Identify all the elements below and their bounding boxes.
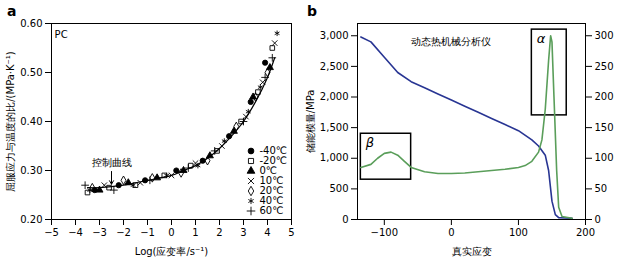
svg-text:0: 0 (168, 227, 174, 238)
svg-text:储能模量/MPa: 储能模量/MPa (305, 90, 316, 154)
svg-text:Log(应变率/s⁻¹): Log(应变率/s⁻¹) (135, 246, 209, 257)
svg-text:2,000: 2,000 (320, 91, 349, 102)
svg-text:1,500: 1,500 (320, 122, 349, 133)
html-text:0℃: 0℃ (259, 165, 277, 176)
svg-text:真实应变: 真实应变 (452, 246, 492, 257)
svg-text:控制曲线: 控制曲线 (92, 157, 132, 168)
html-text:40℃: 40℃ (259, 195, 284, 206)
svg-text:α: α (537, 31, 546, 46)
svg-text:−2: −2 (116, 227, 131, 238)
svg-text:−100: −100 (371, 227, 398, 238)
svg-text:0.30: 0.30 (20, 165, 42, 176)
svg-text:1,000: 1,000 (320, 152, 349, 163)
svg-text:4: 4 (264, 227, 270, 238)
svg-text:250: 250 (595, 61, 614, 72)
svg-text:200: 200 (595, 91, 614, 102)
svg-text:1: 1 (192, 227, 198, 238)
svg-text:PC: PC (55, 29, 68, 40)
svg-text:0: 0 (595, 214, 601, 225)
html-text:a: a (7, 3, 17, 19)
svg-text:0: 0 (342, 214, 348, 225)
svg-text:动态热机械分析仪: 动态热机械分析仪 (411, 36, 491, 47)
svg-text:−5: −5 (44, 227, 59, 238)
svg-text:0.50: 0.50 (20, 67, 42, 78)
svg-text:500: 500 (329, 183, 348, 194)
html-text:-20℃: -20℃ (259, 155, 287, 166)
html-text:10℃: 10℃ (259, 175, 284, 186)
html-text:b: b (307, 3, 317, 19)
svg-text:0.20: 0.20 (20, 214, 42, 225)
svg-text:2,500: 2,500 (320, 61, 349, 72)
svg-text:300: 300 (595, 30, 614, 41)
html-text:-40℃: -40℃ (259, 145, 287, 156)
svg-text:−4: −4 (68, 227, 83, 238)
svg-text:0.60: 0.60 (20, 18, 42, 29)
svg-text:50: 50 (595, 183, 608, 194)
html-text:20℃: 20℃ (259, 185, 284, 196)
svg-text:150: 150 (595, 122, 614, 133)
svg-text:−3: −3 (92, 227, 107, 238)
svg-text:β: β (365, 135, 374, 150)
svg-text:−1: −1 (140, 227, 155, 238)
svg-text:3,000: 3,000 (320, 30, 349, 41)
html-text:60℃: 60℃ (259, 205, 284, 216)
svg-text:2: 2 (216, 227, 222, 238)
svg-text:3: 3 (240, 227, 246, 238)
svg-text:100: 100 (509, 227, 528, 238)
svg-text:屈服应力与温度的比/(MPa·K⁻¹): 屈服应力与温度的比/(MPa·K⁻¹) (5, 51, 16, 192)
svg-text:100: 100 (595, 152, 614, 163)
svg-text:0: 0 (448, 227, 454, 238)
svg-text:5: 5 (288, 227, 294, 238)
svg-text:0.40: 0.40 (20, 116, 42, 127)
svg-text:200: 200 (576, 227, 595, 238)
